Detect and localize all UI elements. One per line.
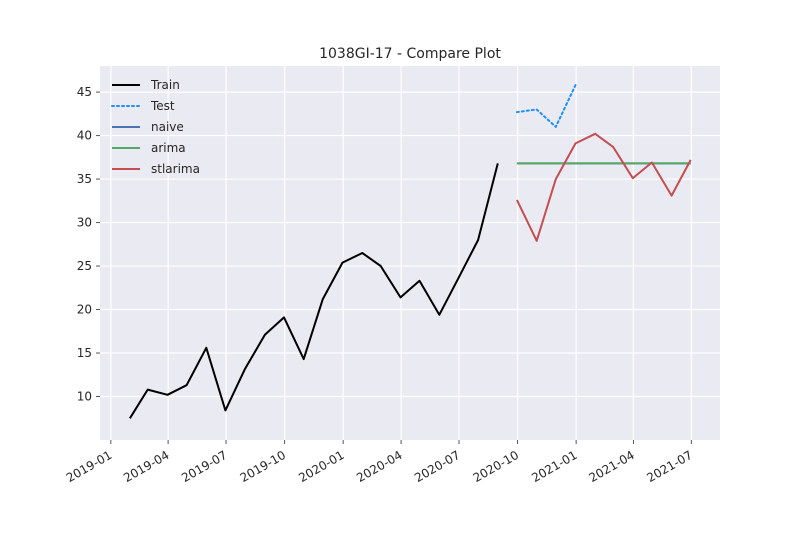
y-tick-label: 25: [77, 259, 92, 273]
series-line-train: [129, 163, 499, 419]
chart-title: 1038GI-17 - Compare Plot: [319, 46, 501, 62]
y-axis-ticks: 10 15 20 25 30 35 40 45: [77, 85, 100, 404]
series-lines: [129, 84, 692, 419]
legend-label-naive: naive: [151, 120, 184, 134]
legend-label-stlarima: stlarima: [151, 162, 200, 176]
series-line-test: [515, 84, 577, 128]
series-line-stlarima: [515, 132, 692, 242]
y-tick-label: 45: [77, 85, 92, 99]
legend-label-arima: arima: [151, 141, 186, 155]
legend: Train Test naive arima stlarima: [111, 78, 200, 176]
legend-label-test: Test: [150, 99, 175, 113]
y-tick-label: 15: [77, 346, 92, 360]
y-tick-label: 35: [77, 172, 92, 186]
y-tick-label: 40: [77, 129, 92, 143]
plot-area: [100, 66, 720, 440]
grid-lines: [100, 66, 720, 440]
y-tick-label: 10: [77, 390, 92, 404]
y-tick-label: 30: [77, 216, 92, 230]
legend-label-train: Train: [150, 78, 180, 92]
y-tick-label: 20: [77, 303, 92, 317]
